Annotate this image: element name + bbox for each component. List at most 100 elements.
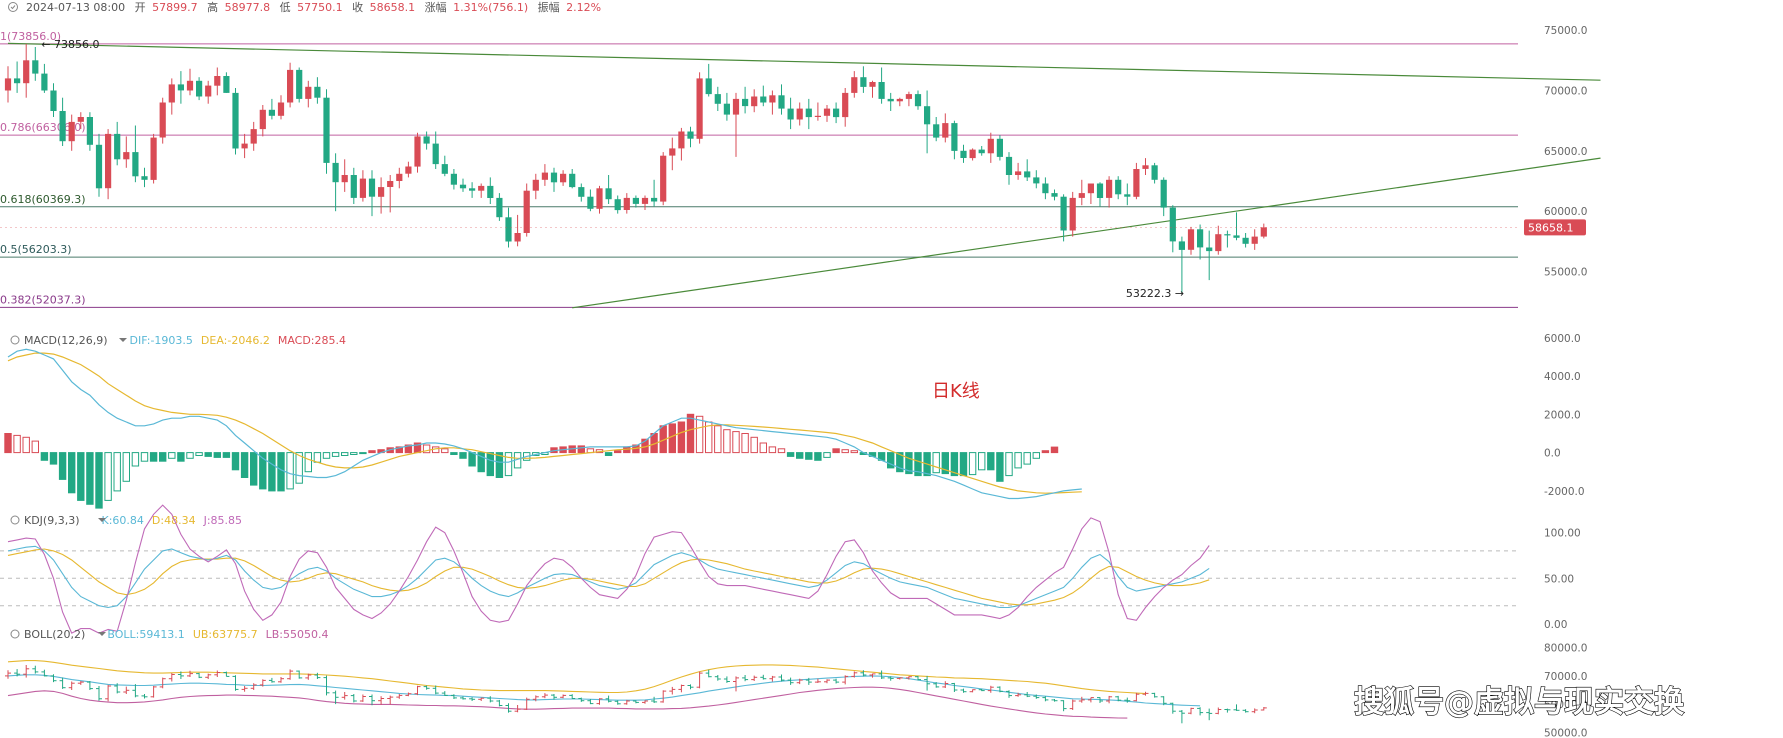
macd-histogram-bar	[331, 452, 340, 457]
macd-histogram-bar	[814, 452, 822, 461]
macd-y-tick-label: 6000.0	[1544, 333, 1581, 345]
macd-histogram-bar	[741, 433, 749, 454]
macd-histogram-bar	[504, 452, 513, 477]
candle-body	[1005, 156, 1013, 175]
candle-body	[378, 187, 385, 197]
candle-body	[114, 133, 121, 160]
macd-histogram-bar	[968, 452, 977, 476]
macd-histogram-bar	[832, 448, 840, 454]
trendline	[7, 42, 1601, 81]
macd-histogram-bar	[186, 452, 194, 459]
candle-body	[332, 162, 339, 183]
candle-body	[523, 190, 530, 233]
macd-histogram-bar	[577, 445, 585, 454]
candle-body	[669, 148, 676, 156]
chart-title: 日K线	[932, 381, 980, 402]
macd-histogram-bar	[240, 452, 249, 479]
candle-body	[1060, 196, 1067, 231]
macd-histogram-bar	[941, 452, 949, 475]
candle-body	[14, 78, 21, 84]
macd-histogram-bar	[932, 452, 940, 474]
indicator-label-row: BOLL(20,2) BOLL:59413.1 UB:63775.7 LB:55050…	[24, 628, 328, 641]
header-high-label: 高	[207, 0, 218, 14]
macd-histogram-bar	[459, 452, 467, 459]
candle-body	[732, 98, 740, 115]
candle-body	[605, 188, 612, 200]
macd-histogram-bar	[140, 452, 149, 462]
macd-histogram-bar	[304, 452, 313, 473]
header-change-value: 1.31%(756.1)	[453, 1, 528, 14]
macd-histogram-bar	[732, 431, 740, 454]
indicator-label-lb: LB:55050.4	[266, 628, 329, 641]
candle-body	[168, 84, 175, 103]
candle-body	[496, 197, 503, 218]
candle-body	[914, 94, 922, 107]
candle-body	[459, 184, 467, 189]
candle-body	[878, 82, 885, 99]
candle-body	[587, 196, 594, 209]
boll-panel: BOLL(20,2) BOLL:59413.1 UB:63775.7 LB:55050…	[5, 628, 1587, 738]
boll-lower-band	[7, 686, 1128, 719]
candle-body	[159, 102, 166, 138]
candle-body	[751, 96, 758, 107]
candle-body	[186, 80, 194, 91]
candle-body	[714, 94, 721, 104]
macd-histogram-bar	[914, 452, 922, 477]
candle-body	[778, 95, 785, 109]
candle-body	[214, 76, 221, 86]
macd-histogram-bar	[422, 444, 431, 454]
clock-icon-check	[10, 5, 16, 10]
candle-body	[232, 92, 239, 149]
candle-body	[860, 77, 867, 87]
candle-body	[596, 188, 603, 209]
candle-body	[851, 77, 858, 93]
indicator-label-name: KDJ(9,3,3)	[24, 514, 80, 527]
fib-level-label: 0.618(60369.3)	[0, 193, 86, 206]
candle-body	[1078, 193, 1085, 198]
candle-body	[705, 78, 712, 95]
candle-body	[32, 60, 39, 74]
candle-body	[132, 152, 139, 177]
header-open-value: 57899.7	[152, 1, 198, 14]
kdj-k-line	[7, 545, 1210, 609]
candle-body	[469, 188, 476, 191]
macd-histogram-bar	[714, 425, 722, 454]
candle-body	[141, 176, 148, 180]
macd-histogram-bar	[896, 452, 904, 473]
candle-body	[942, 123, 949, 138]
fib-level-label: 1(73856.0)	[0, 30, 61, 43]
candle-body	[769, 95, 776, 103]
candle-body	[560, 173, 567, 183]
candle-body	[387, 181, 394, 187]
candle-body	[77, 117, 84, 122]
candle-body	[532, 179, 539, 191]
candle-body	[742, 98, 749, 107]
candle-body	[1106, 179, 1113, 198]
indicator-label-macd: MACD:285.4	[278, 334, 346, 347]
header-open-label: 开	[135, 1, 146, 14]
candle-body	[905, 94, 912, 99]
kdj-j-line	[7, 504, 1210, 634]
candle-body	[1115, 179, 1122, 195]
bell-icon	[10, 515, 20, 525]
kdj-y-tick-label: 100.00	[1544, 528, 1581, 540]
macd-histogram-bar	[887, 452, 895, 469]
indicator-label-dea: DEA:-2046.2	[201, 334, 270, 347]
candle-body	[441, 164, 448, 174]
indicator-label-name: BOLL(20,2)	[24, 628, 85, 641]
macd-histogram-bar	[1050, 446, 1059, 454]
macd-histogram-bar	[495, 452, 504, 479]
macd-histogram-bar	[850, 450, 858, 454]
candle-body	[1015, 171, 1022, 175]
candle-body	[614, 199, 621, 211]
candle-body	[969, 149, 976, 159]
macd-histogram-bar	[286, 452, 294, 490]
candle-body	[1224, 234, 1231, 236]
high-annotation: ← 73856.0	[41, 38, 99, 51]
macd-histogram-bar	[104, 452, 112, 501]
candle-body	[1187, 229, 1195, 250]
candle-body	[105, 133, 112, 189]
macd-histogram-bar	[222, 452, 231, 458]
candle-body	[86, 117, 93, 145]
